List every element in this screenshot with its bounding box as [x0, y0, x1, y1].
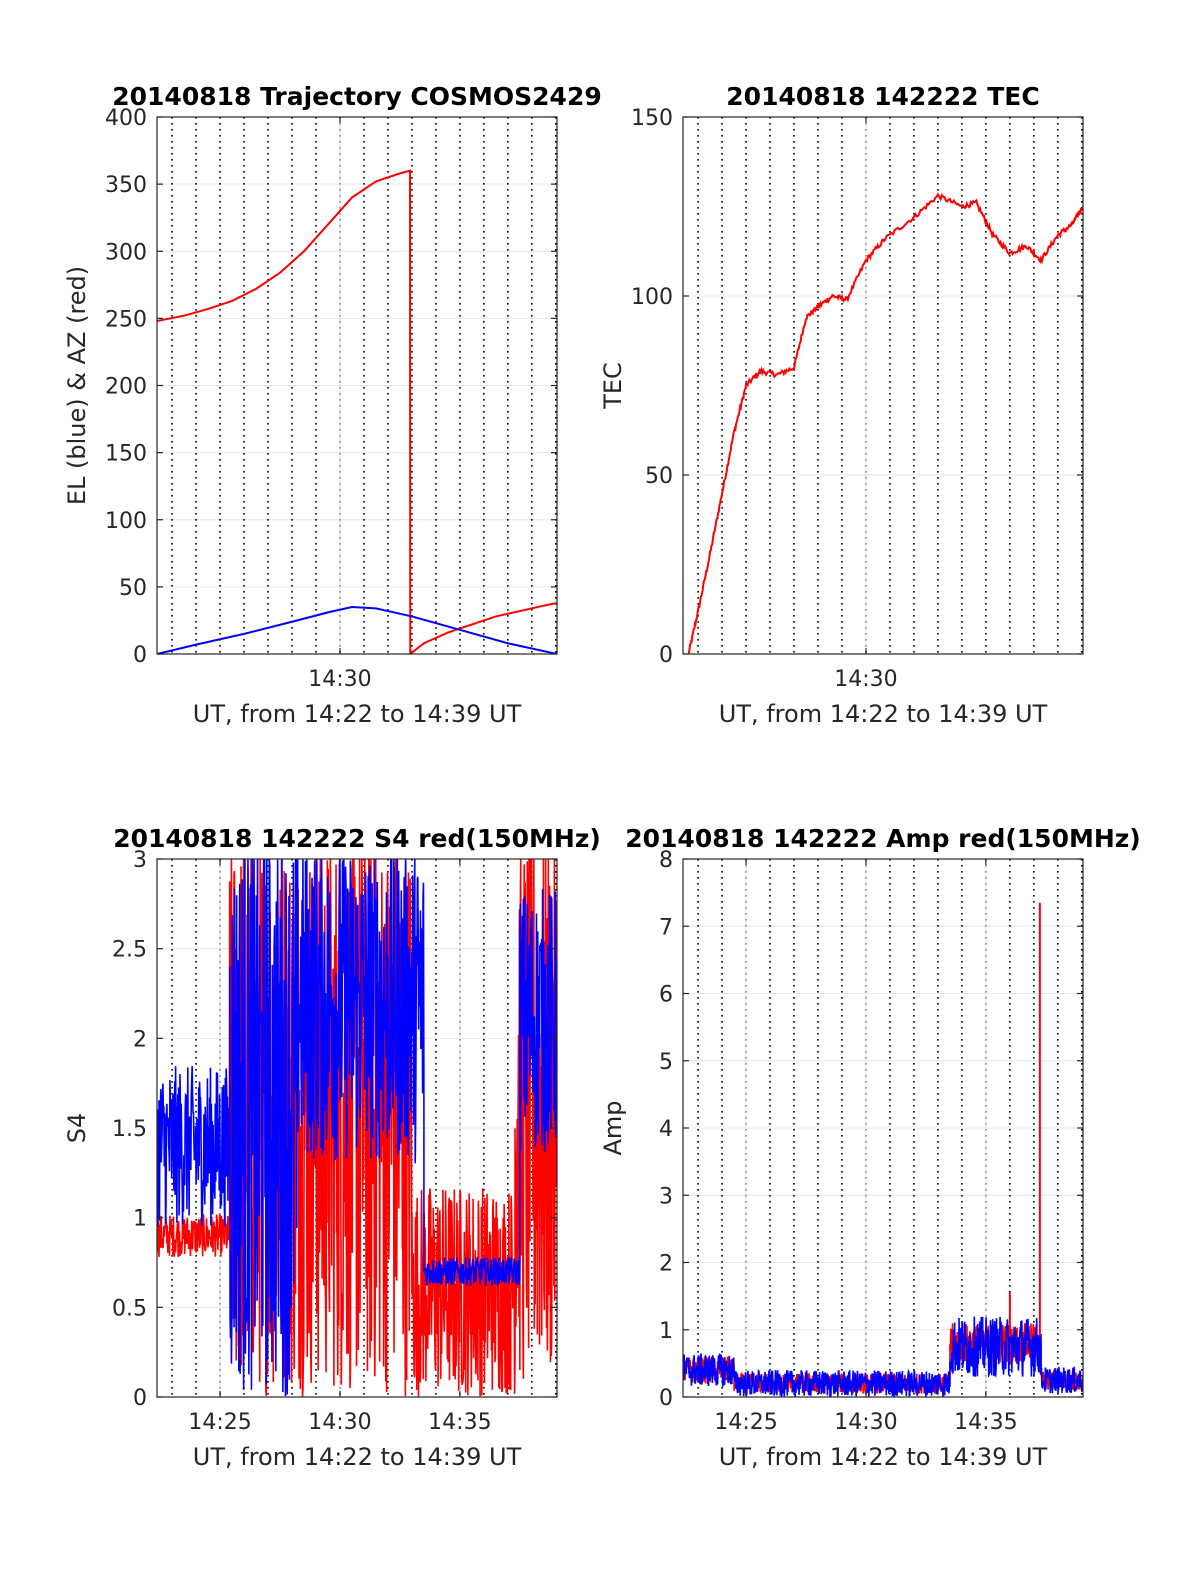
series-s4_red	[157, 859, 557, 1397]
y-tick-label: 5	[659, 1050, 673, 1075]
y-tick-label: 6	[659, 983, 673, 1008]
series-s4_blue	[157, 859, 557, 1397]
y-tick-label: 350	[105, 173, 147, 198]
y-tick-label: 150	[105, 442, 147, 467]
series-az	[157, 169, 557, 654]
chart-tec: 0 50 100 150 14:30 20140818 142222 TEC UT, fro…	[599, 82, 1084, 728]
x-tick-label: 14:35	[428, 1410, 491, 1435]
y-tick-label: 3	[133, 848, 147, 873]
series-el	[157, 606, 557, 654]
plot-series	[683, 902, 1083, 1397]
y-tick-label: 100	[631, 285, 673, 310]
y-tick-label: 1	[659, 1319, 673, 1344]
y-tick-label: 0.5	[112, 1296, 147, 1321]
chart-title: 20140818 142222 Amp red(150MHz)	[625, 824, 1141, 853]
y-tick-label: 1.5	[112, 1117, 147, 1142]
x-axis-label: UT, from 14:22 to 14:39 UT	[719, 1443, 1048, 1471]
x-tick-label: 14:25	[188, 1410, 251, 1435]
y-tick-label: 200	[105, 375, 147, 400]
chart-amp: 0 1 2 3 4 5 6 7 8 14:25 14:30 14:35 20140818 142222 …	[599, 824, 1141, 1471]
x-axis-label: UT, from 14:22 to 14:39 UT	[193, 1443, 522, 1471]
y-tick-label: 0	[133, 1386, 147, 1411]
y-tick-label: 250	[105, 307, 147, 332]
y-tick-label: 3	[659, 1184, 673, 1209]
y-tick-label: 300	[105, 240, 147, 265]
x-tick-label: 14:35	[954, 1410, 1017, 1435]
y-tick-label: 150	[631, 106, 673, 131]
x-tick-label: 14:30	[834, 667, 897, 692]
axes-frame	[682, 116, 1084, 655]
y-tick-label: 2	[133, 1027, 147, 1052]
y-tick-label: 8	[659, 848, 673, 873]
x-axis-label: UT, from 14:22 to 14:39 UT	[719, 700, 1048, 728]
y-tick-label: 0	[659, 643, 673, 668]
y-axis-label: Amp	[599, 1100, 627, 1155]
y-tick-label: 50	[119, 576, 147, 601]
x-tick-label: 14:30	[308, 1410, 371, 1435]
chart-title: 20140818 142222 S4 red(150MHz)	[113, 824, 601, 853]
x-tick-label: 14:30	[308, 667, 371, 692]
chart-trajectory: 0 50 100 150 200 250 300 350 400 14:30 20140818 Tr…	[63, 82, 602, 728]
y-tick-label: 400	[105, 106, 147, 131]
chart-title: 20140818 Trajectory COSMOS2429	[112, 82, 602, 111]
y-tick-label: 50	[645, 464, 673, 489]
y-tick-label: 7	[659, 915, 673, 940]
plot-area	[683, 117, 1083, 654]
y-axis-label: S4	[63, 1113, 91, 1144]
x-tick-label: 14:25	[714, 1410, 777, 1435]
plot-series	[157, 169, 557, 654]
chart-title: 20140818 142222 TEC	[726, 82, 1039, 111]
y-tick-label: 100	[105, 509, 147, 534]
y-tick-label: 1	[133, 1207, 147, 1232]
plot-series	[687, 192, 1083, 654]
x-tick-label: 14:30	[834, 1410, 897, 1435]
chart-s4: 0 0.5 1 1.5 2 2.5 3 14:25 14:30 14:35 20140818 142…	[63, 824, 601, 1471]
y-tick-label: 2	[659, 1252, 673, 1277]
y-tick-label: 0	[659, 1386, 673, 1411]
y-tick-label: 2.5	[112, 938, 147, 963]
y-tick-label: 4	[659, 1117, 673, 1142]
series-amp_blue	[683, 1316, 1083, 1397]
y-tick-label: 0	[133, 643, 147, 668]
y-axis-label: EL (blue) & AZ (red)	[63, 266, 91, 505]
series-tec	[687, 192, 1083, 654]
y-axis-label: TEC	[599, 362, 627, 410]
x-axis-label: UT, from 14:22 to 14:39 UT	[193, 700, 522, 728]
plot-series	[157, 859, 557, 1397]
